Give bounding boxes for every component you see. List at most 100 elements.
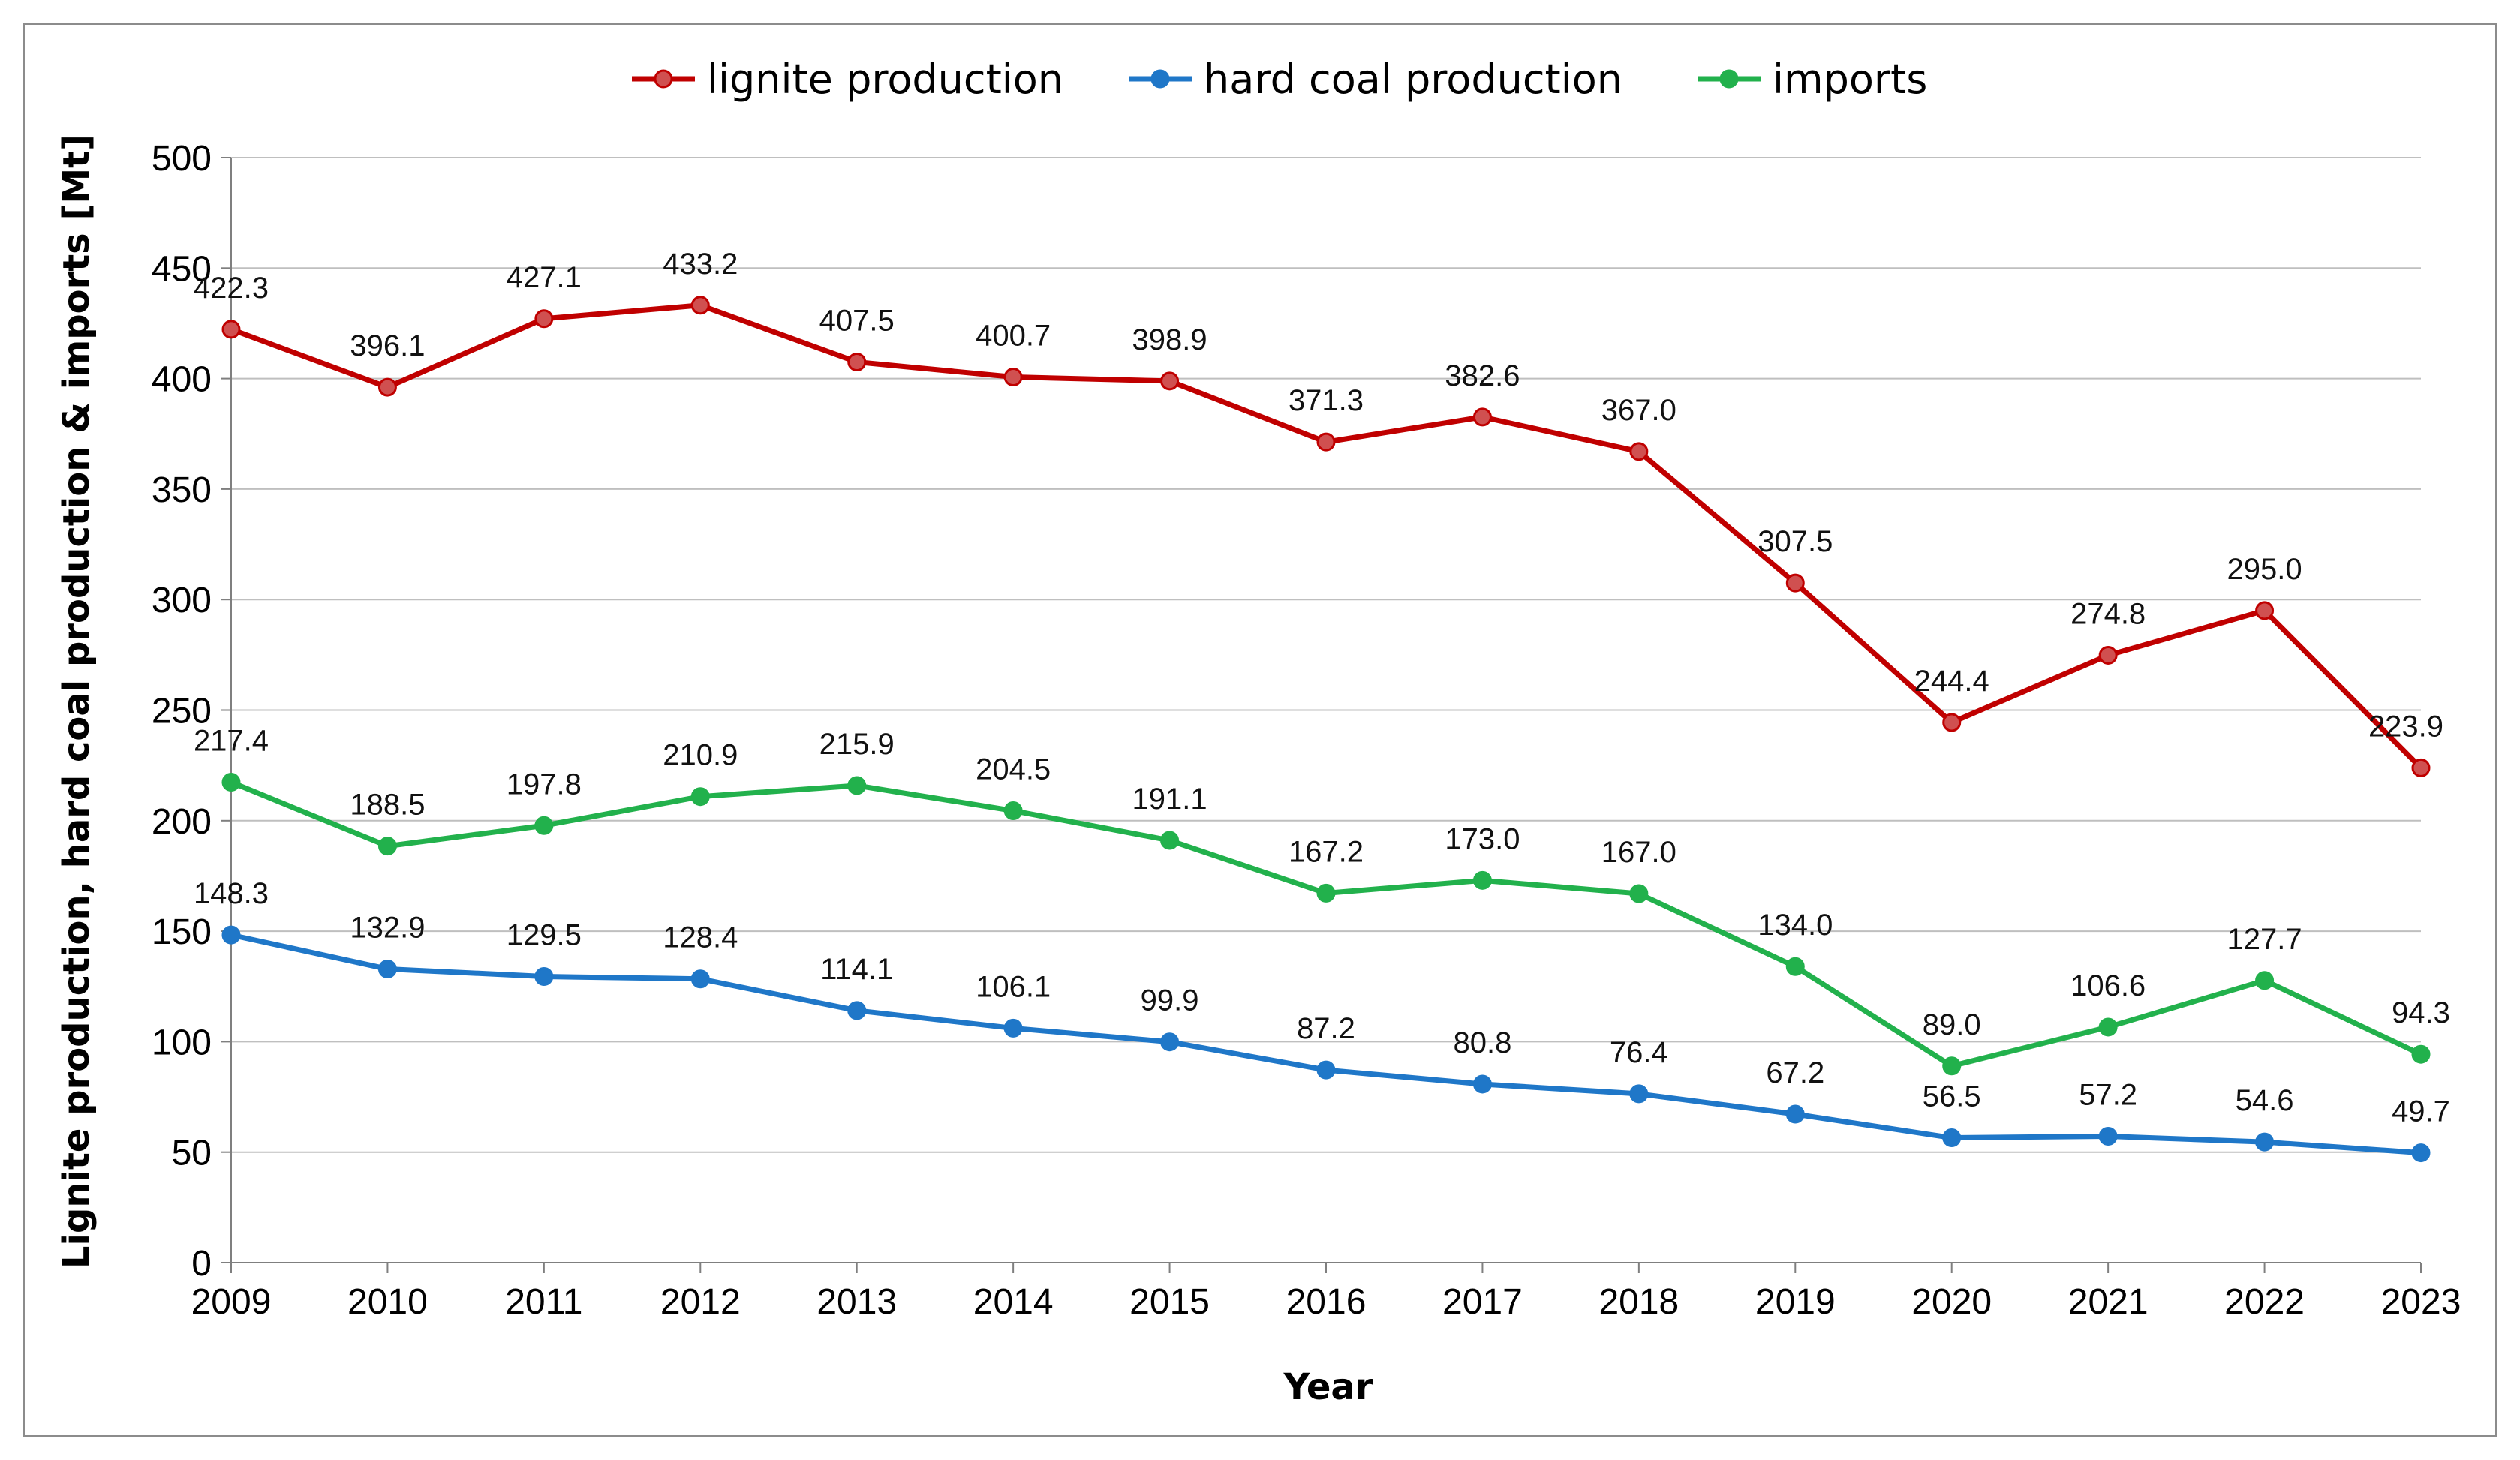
y-tick-label: 200 — [152, 802, 212, 842]
imports-data-label: 197.8 — [507, 768, 582, 801]
chart-frame — [23, 23, 2497, 1437]
x-tick-label: 2010 — [347, 1282, 428, 1322]
x-tick-label: 2019 — [1755, 1282, 1836, 1322]
hard-coal-data-label: 76.4 — [1610, 1036, 1668, 1069]
lignite-legend-label: lignite production — [707, 56, 1063, 103]
hard-coal-data-label: 114.1 — [820, 953, 893, 986]
y-tick-label: 150 — [152, 912, 212, 952]
lignite-data-label: 407.5 — [819, 305, 895, 338]
lignite-point-2012 — [690, 296, 710, 315]
lignite-data-label: 400.7 — [976, 320, 1051, 353]
hard-coal-data-label: 128.4 — [663, 921, 738, 954]
lignite-point-2021 — [2098, 645, 2118, 665]
x-tick-label: 2018 — [1598, 1282, 1679, 1322]
lignite-data-label: 244.4 — [1914, 665, 1989, 698]
imports-data-label: 94.3 — [2392, 996, 2450, 1029]
hard-coal-point-2016 — [1316, 1060, 1336, 1080]
imports-data-label: 127.7 — [2227, 923, 2302, 956]
lignite-point-2010 — [377, 377, 397, 397]
x-tick-label: 2011 — [505, 1282, 582, 1322]
x-tick-label: 2017 — [1442, 1282, 1523, 1322]
x-tick-label: 2014 — [973, 1282, 1054, 1322]
lignite-legend-marker — [654, 69, 673, 89]
imports-point-2013 — [847, 776, 867, 795]
hard-coal-point-2018 — [1629, 1084, 1649, 1104]
hard-coal-point-2019 — [1785, 1104, 1805, 1124]
y-tick-label: 50 — [172, 1134, 212, 1173]
x-tick-label: 2022 — [2224, 1282, 2305, 1322]
imports-point-2012 — [690, 787, 710, 807]
hard-coal-point-2009 — [221, 925, 241, 945]
hard-coal-data-label: 129.5 — [507, 918, 582, 951]
lignite-point-2013 — [847, 353, 867, 372]
imports-data-label: 167.2 — [1289, 835, 1364, 868]
hard-coal-data-label: 148.3 — [194, 877, 269, 910]
imports-point-2011 — [534, 816, 554, 835]
x-tick-label: 2012 — [660, 1282, 741, 1322]
lignite-point-2019 — [1785, 573, 1805, 593]
imports-point-2010 — [377, 837, 397, 856]
hard-coal-point-2022 — [2255, 1132, 2275, 1152]
hard-coal-data-label: 80.8 — [1453, 1026, 1511, 1059]
lignite-data-label: 307.5 — [1758, 525, 1833, 558]
hard-coal-data-label: 87.2 — [1297, 1012, 1355, 1045]
imports-data-label: 188.5 — [350, 789, 425, 822]
lignite-data-label: 433.2 — [663, 248, 738, 281]
imports-point-2017 — [1472, 870, 1492, 890]
imports-data-label: 134.0 — [1758, 909, 1833, 942]
lignite-data-label: 427.1 — [507, 261, 582, 294]
imports-data-label: 167.0 — [1601, 836, 1676, 869]
hard-coal-point-2014 — [1003, 1018, 1023, 1038]
hard-coal-data-label: 57.2 — [2079, 1078, 2137, 1111]
hard-coal-data-label: 67.2 — [1766, 1056, 1824, 1089]
x-axis-title: Year — [1283, 1366, 1373, 1408]
imports-point-2022 — [2255, 971, 2275, 990]
imports-point-2021 — [2098, 1017, 2118, 1037]
y-axis-title: Lignite production, hard coal production… — [56, 134, 98, 1269]
lignite-data-label: 396.1 — [350, 329, 425, 362]
hard-coal-data-label: 106.1 — [976, 970, 1051, 1003]
imports-data-label: 173.0 — [1445, 822, 1520, 855]
lignite-point-2023 — [2411, 758, 2431, 777]
lignite-data-label: 371.3 — [1289, 384, 1364, 417]
imports-point-2014 — [1003, 801, 1023, 821]
x-tick-label: 2013 — [816, 1282, 897, 1322]
imports-legend-label: imports — [1773, 56, 1927, 103]
imports-data-label: 210.9 — [663, 739, 738, 772]
hard-coal-point-2017 — [1472, 1074, 1492, 1094]
hard-coal-data-label: 49.7 — [2392, 1095, 2450, 1128]
y-tick-label: 100 — [152, 1023, 212, 1062]
x-tick-label: 2016 — [1286, 1282, 1367, 1322]
hard-coal-data-label: 54.6 — [2236, 1084, 2294, 1117]
lignite-point-2018 — [1629, 442, 1649, 461]
lignite-point-2011 — [534, 309, 554, 329]
hard-coal-point-2020 — [1942, 1128, 1962, 1148]
lignite-point-2016 — [1316, 432, 1336, 452]
hard-coal-point-2021 — [2098, 1126, 2118, 1146]
hard-coal-point-2012 — [690, 969, 710, 989]
lignite-data-label: 382.6 — [1445, 359, 1520, 392]
imports-point-2015 — [1160, 831, 1180, 850]
lignite-point-2022 — [2255, 601, 2275, 620]
lignite-data-label: 274.8 — [2070, 597, 2146, 630]
y-tick-label: 500 — [152, 139, 212, 179]
hard-coal-point-2015 — [1160, 1032, 1180, 1052]
x-tick-label: 2021 — [2068, 1282, 2149, 1322]
y-tick-label: 0 — [191, 1244, 212, 1284]
x-tick-label: 2023 — [2381, 1282, 2461, 1322]
imports-data-label: 217.4 — [194, 725, 269, 758]
y-tick-label: 250 — [152, 692, 212, 732]
y-tick-label: 450 — [152, 249, 212, 289]
legend: lignite production hard coal production im… — [632, 56, 1927, 103]
imports-point-2019 — [1785, 957, 1805, 976]
y-tick-label: 350 — [152, 470, 212, 510]
imports-point-2023 — [2411, 1044, 2431, 1064]
hard-coal-point-2023 — [2411, 1143, 2431, 1163]
lignite-point-2017 — [1472, 407, 1492, 427]
series-lines — [221, 296, 2431, 1163]
imports-data-label: 191.1 — [1132, 783, 1207, 816]
hard-coal-legend-label: hard coal production — [1204, 56, 1622, 103]
y-tick-label: 300 — [152, 581, 212, 620]
imports-point-2016 — [1316, 883, 1336, 903]
